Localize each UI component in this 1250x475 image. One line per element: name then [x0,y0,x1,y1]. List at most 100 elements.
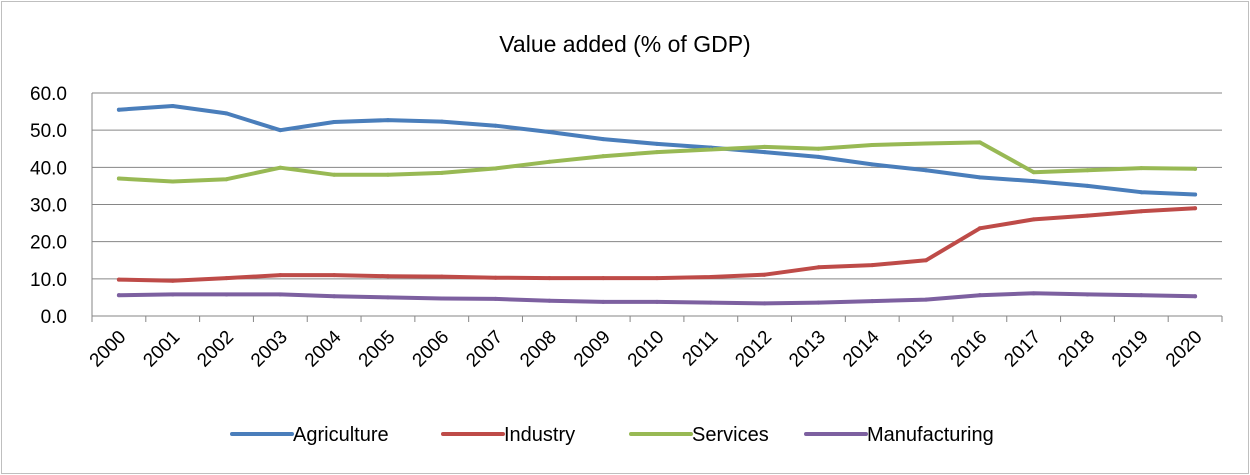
data-point-agriculture [762,150,767,155]
data-point-services [708,147,713,152]
data-point-services [224,177,229,182]
data-point-industry [439,274,444,279]
x-tick-label: 2004 [301,326,346,371]
data-point-agriculture [278,128,283,133]
x-tick-label: 2006 [409,327,454,372]
data-point-industry [385,274,390,279]
data-point-manufacturing [870,299,875,304]
data-point-services [1193,166,1198,171]
data-point-manufacturing [224,292,229,297]
x-tick-label: 2012 [731,327,776,372]
data-point-services [977,140,982,145]
x-tick-label: 2003 [247,327,292,372]
data-point-manufacturing [1085,292,1090,297]
x-tick-label: 2018 [1054,327,1099,372]
data-point-manufacturing [1139,293,1144,298]
series-points [116,104,1198,306]
data-point-agriculture [332,119,337,124]
data-point-industry [762,272,767,277]
data-point-agriculture [1139,190,1144,195]
data-point-industry [1085,213,1090,218]
data-point-manufacturing [439,296,444,301]
y-tick-label: 30.0 [30,196,67,217]
data-point-agriculture [493,123,498,128]
data-point-agriculture [977,175,982,180]
data-point-services [170,179,175,184]
series-line-services [116,140,1198,184]
data-point-services [116,176,121,181]
data-point-agriculture [439,119,444,124]
data-point-industry [816,265,821,270]
data-point-industry [655,276,659,281]
y-axis: 0.0 10.0 20.0 30.0 40.0 50.0 60.0 [30,84,93,328]
data-point-industry [977,226,982,231]
x-tick-label: 2010 [624,327,669,372]
data-point-agriculture [816,154,821,159]
data-point-services [1031,170,1036,175]
data-point-industry [278,273,283,278]
y-tick-label: 40.0 [30,158,67,179]
data-point-manufacturing [601,299,606,304]
data-point-manufacturing [170,292,175,297]
data-point-agriculture [170,104,175,109]
x-tick-label: 2011 [679,327,723,371]
data-point-industry [708,274,713,279]
data-point-manufacturing [547,298,552,303]
data-point-industry [870,263,875,268]
data-point-industry [116,277,121,282]
data-point-agriculture [1193,192,1198,197]
data-point-agriculture [547,130,552,135]
data-point-services [439,170,444,175]
data-point-manufacturing [977,293,982,298]
y-tick-label: 20.0 [30,233,67,254]
data-point-services [493,166,498,171]
data-point-industry [1139,209,1144,214]
data-point-services [547,159,552,164]
data-point-services [870,143,875,148]
data-point-industry [1193,206,1198,211]
legend: Agriculture Industry Services Manufacturing [230,424,994,446]
x-tick-label: 2000 [86,327,131,372]
data-point-manufacturing [1031,291,1036,296]
data-point-manufacturing [278,292,283,297]
legend-label-agriculture: Agriculture [293,424,389,446]
data-point-manufacturing [332,294,337,299]
x-tick-label: 2005 [355,327,400,372]
y-tick-label: 10.0 [30,270,67,291]
legend-label-services: Services [692,424,769,446]
data-point-services [332,172,337,177]
data-point-manufacturing [493,296,498,301]
data-point-agriculture [1085,183,1090,188]
data-point-agriculture [224,111,229,116]
x-tick-label: 2019 [1108,327,1153,372]
x-tick-label: 2008 [516,327,561,372]
data-point-manufacturing [116,293,121,298]
data-point-services [385,172,390,177]
data-point-services [1085,168,1090,173]
x-tick-label: 2020 [1162,327,1207,372]
data-point-industry [224,276,229,281]
data-point-industry [493,275,498,280]
data-point-manufacturing [708,300,713,305]
x-tick-label: 2016 [947,327,992,372]
data-point-services [601,154,606,159]
data-point-services [816,146,821,151]
data-point-services [924,141,929,146]
data-point-agriculture [1031,179,1036,184]
x-tick-label: 2009 [570,327,615,372]
y-tick-label: 60.0 [30,84,67,105]
data-point-manufacturing [762,301,767,306]
data-point-services [655,150,659,155]
data-point-industry [547,276,552,281]
data-point-agriculture [601,137,606,142]
data-point-industry [601,276,606,281]
legend-label-industry: Industry [504,424,575,446]
data-point-agriculture [385,118,390,123]
x-tick-label: 2007 [462,327,507,372]
data-point-manufacturing [924,297,929,302]
data-point-manufacturing [385,295,390,300]
data-point-services [762,144,767,149]
data-point-services [1139,166,1144,171]
